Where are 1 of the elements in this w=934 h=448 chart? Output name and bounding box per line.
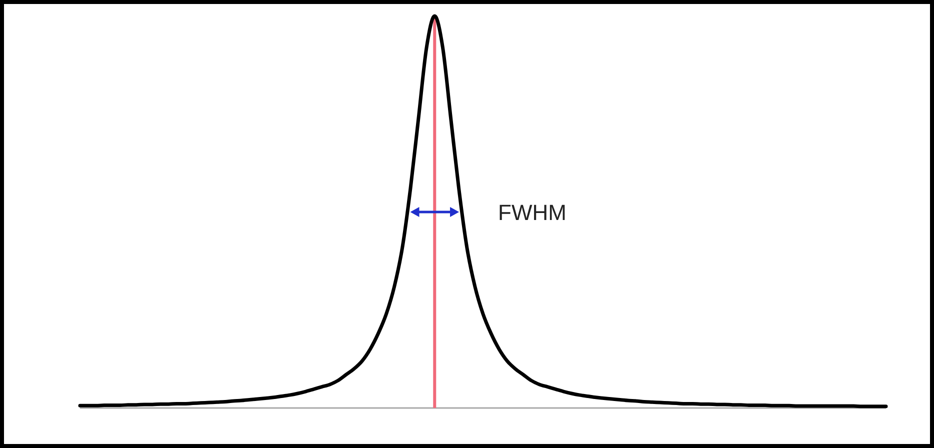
annotation: FWHM (498, 200, 566, 225)
